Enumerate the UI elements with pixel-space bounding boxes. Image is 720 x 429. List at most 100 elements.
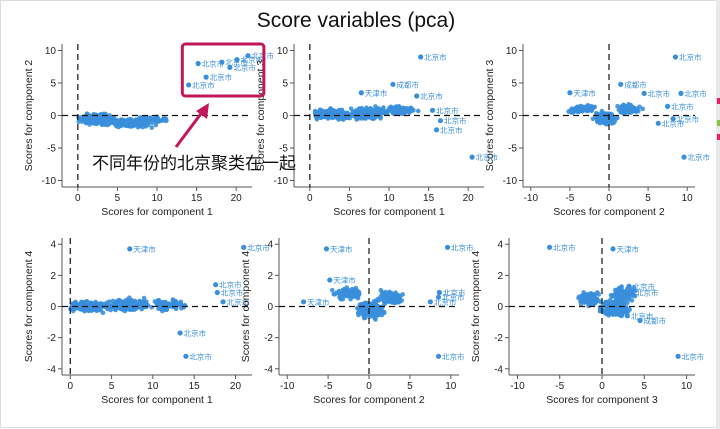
observation-point [117, 298, 123, 304]
observation-point [340, 290, 346, 295]
labeled-point [177, 330, 183, 336]
observation-point [379, 312, 385, 318]
labeled-point [670, 116, 676, 122]
x-tick-label: 15 [423, 193, 435, 204]
highlight-box [180, 42, 266, 98]
point-label: 北京市 [225, 57, 248, 67]
y-tick-label: 4 [497, 240, 503, 251]
y-tick-label: -4 [47, 364, 56, 375]
observation-point [382, 300, 388, 305]
y-tick-label: 10 [506, 46, 518, 57]
y-tick-label: 5 [511, 79, 517, 90]
observation-point [615, 115, 620, 121]
point-label: 天津市 [333, 275, 356, 285]
x-tick-label: -5 [324, 381, 333, 392]
x-tick-label: 10 [151, 193, 163, 204]
scatter-panel-3: -10 -5 0 5 10 -10 -5 0 5 10 Scores for component 2… [484, 44, 711, 218]
observation-point [409, 106, 414, 111]
observation-point [132, 302, 138, 308]
observation-point [148, 115, 154, 120]
observation-point [344, 115, 349, 121]
observation-point [384, 294, 389, 299]
observation-point [348, 296, 353, 302]
point-label: 北京市 [221, 287, 244, 297]
observation-point [161, 117, 167, 123]
point-label: 天津市 [365, 88, 388, 98]
y-tick-label: 0 [497, 302, 503, 313]
y-tick-label: -2 [47, 333, 56, 344]
observation-point [620, 292, 625, 298]
observation-point [149, 125, 155, 130]
point-label: 天津市 [307, 297, 330, 307]
y-tick-label: 10 [45, 46, 57, 57]
labeled-point [214, 289, 220, 296]
point-label: 北京市 [192, 80, 215, 90]
x-axis-title: Scores for component 1 [101, 206, 213, 218]
observation-cloud [329, 285, 405, 322]
observation-point [156, 117, 161, 122]
point-label: 北京市 [442, 351, 465, 361]
x-axis-title: Scores for component 2 [553, 206, 665, 218]
x-tick-label: 0 [606, 193, 612, 204]
observation-point [372, 315, 378, 321]
x-tick-label: 5 [109, 381, 115, 392]
point-label: 北京市 [189, 351, 212, 361]
annotation-arrow-head [196, 103, 209, 119]
x-tick-label: 10 [445, 381, 457, 392]
observation-point [619, 288, 624, 294]
point-label: 北京市 [227, 297, 250, 307]
labeled-point [234, 57, 240, 63]
observation-point [363, 311, 369, 316]
x-tick-label: 20 [463, 193, 475, 204]
x-tick-label: 10 [681, 381, 693, 392]
observation-point [129, 307, 135, 312]
window-edge-strip [716, 0, 720, 429]
point-label: 北京市 [440, 125, 463, 135]
point-label: 北京市 [444, 116, 467, 126]
observation-point [102, 115, 108, 120]
x-tick-label: -5 [555, 381, 564, 392]
observation-point [98, 120, 104, 126]
observation-point [139, 305, 144, 310]
observation-point [314, 116, 320, 122]
labeled-point [427, 299, 433, 305]
labeled-point [681, 154, 687, 160]
x-tick-label: 5 [407, 381, 413, 392]
x-tick-label: -10 [524, 193, 539, 204]
observation-point [609, 294, 615, 299]
observation-point [80, 117, 86, 123]
observation-point [587, 302, 592, 307]
x-tick-label: -10 [280, 381, 295, 392]
observation-point [629, 298, 635, 303]
y-axis-title: Scores for component 3 [484, 60, 496, 172]
x-tick-label: 20 [230, 381, 242, 392]
observation-point [637, 104, 642, 110]
observation-point [362, 110, 367, 116]
observation-point [153, 122, 159, 128]
y-tick-label: 5 [50, 79, 56, 90]
y-tick-label: 2 [497, 271, 503, 282]
labeled-point [610, 246, 616, 252]
observation-point [86, 119, 92, 124]
point-label: 北京市 [442, 292, 465, 302]
observation-point [127, 118, 133, 124]
labeled-point [429, 107, 436, 113]
y-tick-label: 2 [50, 271, 56, 282]
observation-point [158, 301, 164, 306]
observation-point [368, 114, 373, 119]
y-tick-label: 0 [511, 111, 517, 122]
observation-point [329, 287, 335, 293]
point-label: 北京市 [219, 280, 242, 290]
y-axis-title: Scores for component 2 [23, 60, 35, 172]
observation-point [392, 300, 398, 306]
observation-point [70, 308, 76, 314]
observation-point [615, 292, 620, 297]
observation-point [587, 296, 592, 301]
observation-point [89, 303, 95, 308]
edge-mark-pink [717, 134, 720, 140]
labeled-point [435, 294, 442, 300]
observation-point [378, 116, 383, 121]
x-tick-label: 0 [67, 381, 73, 392]
point-label: 北京市 [434, 297, 457, 307]
